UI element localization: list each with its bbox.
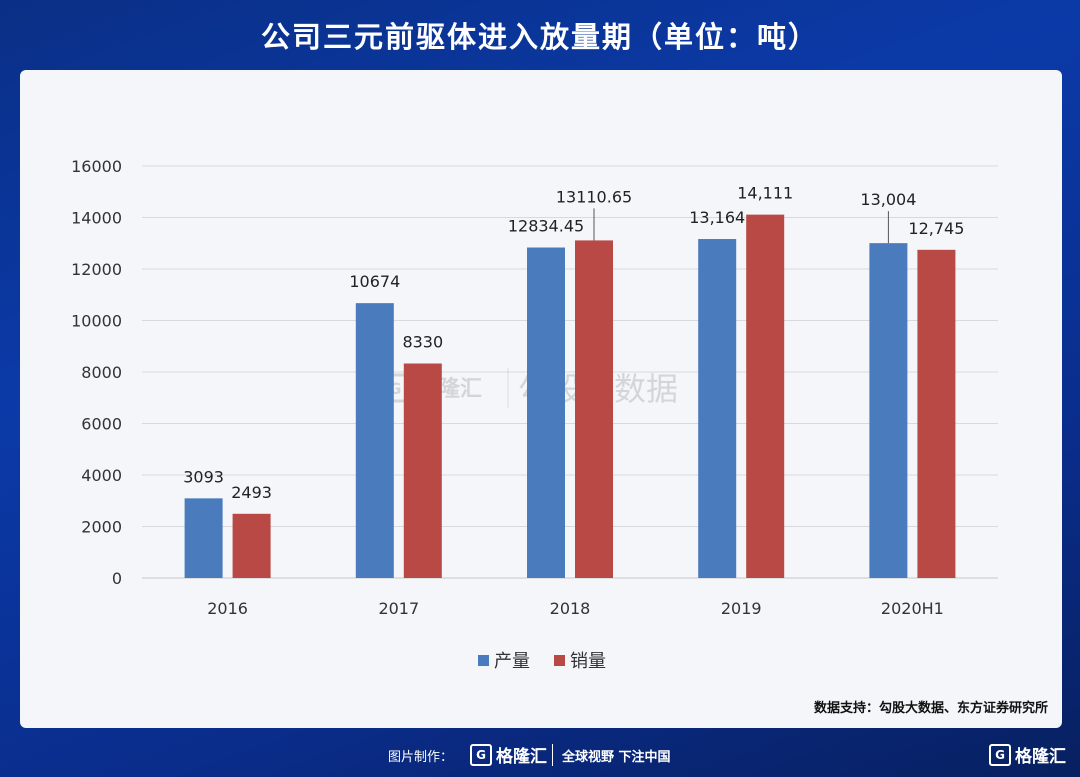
bar <box>184 498 223 578</box>
corner-logo: G 格隆汇 <box>989 742 1066 767</box>
y-tick-label: 10000 <box>71 312 122 331</box>
y-tick-label: 12000 <box>71 260 122 279</box>
x-tick-label: 2017 <box>378 599 419 618</box>
x-tick-label: 2016 <box>207 599 248 618</box>
data-label: 13,164 <box>689 208 745 227</box>
footer-slogan: 全球视野 下注中国 <box>562 750 671 765</box>
data-label: 3093 <box>183 467 224 486</box>
footer-divider <box>552 744 553 766</box>
y-tick-label: 6000 <box>81 415 122 434</box>
grid-lines <box>142 165 998 579</box>
chart-title: 公司三元前驱体进入放量期（单位：吨） <box>260 20 819 54</box>
data-label: 12834.45 <box>508 217 584 236</box>
y-tick-label: 8000 <box>81 363 122 382</box>
corner-logo-icon: G <box>989 743 1011 766</box>
x-tick-label: 2020H1 <box>881 599 944 618</box>
data-labels: 3093 2493 10674 8330 12834.45 13110.65 13,164 1… <box>183 184 964 502</box>
footer: 图片制作： G 格隆汇 全球视野 下注中国 G 格隆汇 <box>0 740 1080 770</box>
legend-label: 销量 <box>570 651 606 672</box>
chart-card: 0 2000 4000 6000 8000 10000 12000 14000 16000 G … <box>20 70 1062 728</box>
brand-logo-icon: G <box>470 743 492 766</box>
data-label: 10674 <box>349 272 400 291</box>
data-label: 13110.65 <box>556 187 632 206</box>
data-label: 8330 <box>402 333 443 352</box>
y-tick-label: 14000 <box>71 209 122 228</box>
bar <box>869 243 908 578</box>
y-tick-label: 2000 <box>81 518 122 537</box>
bar <box>917 249 956 578</box>
x-tick-label: 2018 <box>550 599 591 618</box>
bar <box>527 247 565 578</box>
y-tick-label: 4000 <box>81 466 122 485</box>
legend-label: 产量 <box>494 651 530 672</box>
data-label: 12,745 <box>908 219 964 238</box>
data-label: 13,004 <box>860 190 916 209</box>
bar <box>698 239 737 579</box>
source-note: 数据支持：勾股大数据、东方证券研究所 <box>813 701 1048 716</box>
footer-brand: 格隆汇 <box>496 747 547 767</box>
y-tick-label: 0 <box>112 569 122 588</box>
bar <box>232 513 271 578</box>
data-label: 2493 <box>231 483 272 502</box>
legend-swatch <box>554 655 565 666</box>
bar <box>355 303 394 578</box>
y-axis: 0 2000 4000 6000 8000 10000 12000 14000 16000 <box>71 157 122 588</box>
made-by-label: 图片制作： <box>388 750 454 765</box>
corner-brand: 格隆汇 <box>1015 747 1066 767</box>
data-label: 14,111 <box>737 184 793 203</box>
x-tick-label: 2019 <box>721 599 762 618</box>
y-tick-label: 16000 <box>71 157 122 176</box>
footer-logo: G 格隆汇 <box>470 742 547 767</box>
legend: 产量 销量 <box>478 651 606 672</box>
bar <box>575 240 613 578</box>
x-axis: 2016 2017 2018 2019 2020H1 <box>207 599 944 618</box>
bar <box>403 363 442 578</box>
bars <box>184 214 956 579</box>
legend-swatch <box>478 655 489 666</box>
bar <box>746 214 785 578</box>
